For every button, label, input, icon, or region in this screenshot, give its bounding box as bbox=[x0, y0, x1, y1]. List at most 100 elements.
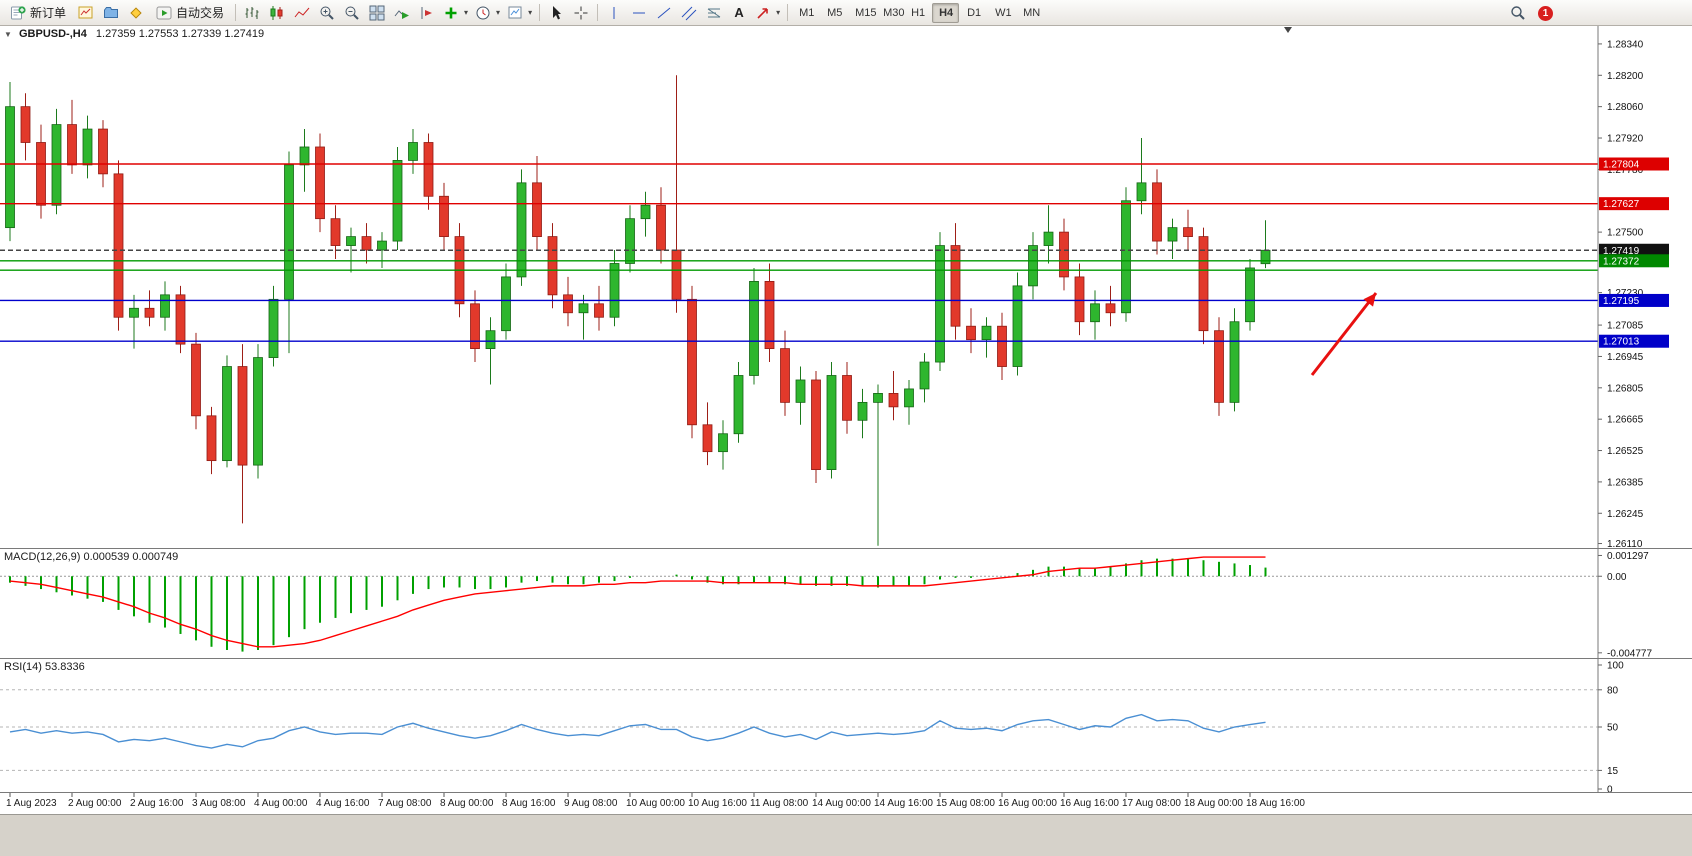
text-button[interactable]: A bbox=[727, 2, 751, 24]
toolbar-separator bbox=[787, 4, 789, 21]
timeframe-button-mn[interactable]: MN bbox=[1016, 3, 1043, 23]
tile-windows-icon bbox=[369, 5, 385, 21]
svg-text:50: 50 bbox=[1607, 723, 1619, 734]
window-background bbox=[0, 814, 1692, 856]
new-chart-button[interactable] bbox=[74, 2, 98, 24]
price-chart-canvas[interactable]: 1.283401.282001.280601.279201.277801.275… bbox=[0, 26, 1692, 550]
svg-text:1.28340: 1.28340 bbox=[1607, 39, 1644, 50]
rsi-indicator-value: 53.8336 bbox=[44, 661, 85, 673]
macd-panel: 0.001297 0.00 -0.004777 MACD(12,26,9) 0.00… bbox=[0, 549, 1692, 659]
time-axis-label: 1 Aug 2023 bbox=[6, 798, 57, 809]
trendline-button[interactable] bbox=[652, 2, 676, 24]
macd-indicator-values: 0.000539 0.000749 bbox=[83, 551, 179, 563]
svg-text:15: 15 bbox=[1607, 766, 1619, 777]
time-axis-label: 14 Aug 16:00 bbox=[874, 798, 933, 809]
svg-text:1.26245: 1.26245 bbox=[1607, 509, 1644, 520]
time-axis-label: 3 Aug 08:00 bbox=[192, 798, 246, 809]
svg-text:1.26665: 1.26665 bbox=[1607, 415, 1644, 426]
vertical-line-icon bbox=[606, 5, 622, 21]
toolbar-separator bbox=[539, 4, 541, 21]
templates-button[interactable]: ▾ bbox=[504, 2, 535, 24]
toolbar-right-group: 1 bbox=[1506, 2, 1553, 24]
cursor-button[interactable] bbox=[544, 2, 568, 24]
horizontal-line-button[interactable] bbox=[627, 2, 651, 24]
svg-text:0.00: 0.00 bbox=[1607, 572, 1627, 583]
timeframe-button-h1[interactable]: H1 bbox=[904, 3, 931, 23]
timeframe-button-d1[interactable]: D1 bbox=[960, 3, 987, 23]
rsi-panel: 100 80 50 15 0 RSI(14) 53.8336 bbox=[0, 659, 1692, 796]
bar-chart-button[interactable] bbox=[240, 2, 264, 24]
new-order-icon bbox=[10, 5, 26, 21]
svg-text:1.26525: 1.26525 bbox=[1607, 446, 1644, 457]
timeframe-button-m30[interactable]: M30 bbox=[876, 3, 904, 23]
timeframe-button-m5[interactable]: M5 bbox=[820, 3, 847, 23]
svg-text:80: 80 bbox=[1607, 685, 1619, 696]
svg-text:1.26385: 1.26385 bbox=[1607, 477, 1644, 488]
zoom-in-icon bbox=[319, 5, 335, 21]
zoom-in-button[interactable] bbox=[315, 2, 339, 24]
cursor-icon bbox=[548, 5, 564, 21]
macd-canvas[interactable]: 0.001297 0.00 -0.004777 bbox=[0, 549, 1692, 659]
notification-badge[interactable]: 1 bbox=[1538, 5, 1553, 21]
svg-text:1.26110: 1.26110 bbox=[1607, 539, 1643, 548]
text-tool-icon: A bbox=[734, 5, 744, 20]
svg-text:-0.004777: -0.004777 bbox=[1607, 648, 1652, 658]
svg-text:1.27627: 1.27627 bbox=[1603, 199, 1640, 210]
macd-indicator-label: MACD(12,26,9) bbox=[4, 551, 81, 563]
time-axis-label: 16 Aug 16:00 bbox=[1060, 798, 1119, 809]
time-axis-label: 18 Aug 00:00 bbox=[1184, 798, 1243, 809]
timeframe-button-w1[interactable]: W1 bbox=[988, 3, 1015, 23]
chart-window: 1.283401.282001.280601.279201.277801.275… bbox=[0, 26, 1692, 856]
template-icon bbox=[507, 5, 523, 21]
macd-header: MACD(12,26,9) 0.000539 0.000749 bbox=[4, 551, 178, 563]
periods-button[interactable]: ▾ bbox=[472, 2, 503, 24]
search-button[interactable] bbox=[1506, 2, 1530, 24]
svg-text:1.26945: 1.26945 bbox=[1607, 352, 1644, 363]
arrow-tool-icon bbox=[755, 5, 771, 21]
channel-button[interactable] bbox=[677, 2, 701, 24]
crosshair-button[interactable] bbox=[569, 2, 593, 24]
fibonacci-button[interactable] bbox=[702, 2, 726, 24]
profiles-button[interactable] bbox=[99, 2, 123, 24]
rsi-canvas[interactable]: 100 80 50 15 0 bbox=[0, 659, 1692, 796]
autotrading-button[interactable]: 自动交易 bbox=[149, 2, 231, 24]
chart-collapse-button[interactable]: ▼ bbox=[4, 30, 12, 39]
zoom-out-button[interactable] bbox=[340, 2, 364, 24]
auto-scroll-icon bbox=[394, 5, 410, 21]
timeframe-button-m1[interactable]: M1 bbox=[792, 3, 819, 23]
time-axis-label: 17 Aug 08:00 bbox=[1122, 798, 1181, 809]
candlestick-button[interactable] bbox=[265, 2, 289, 24]
svg-text:100: 100 bbox=[1607, 661, 1624, 672]
timeframe-button-h4[interactable]: H4 bbox=[932, 2, 960, 23]
timeframe-button-m15[interactable]: M15 bbox=[848, 3, 876, 23]
time-axis-label: 15 Aug 08:00 bbox=[936, 798, 995, 809]
svg-text:1.27085: 1.27085 bbox=[1607, 321, 1644, 332]
auto-scroll-button[interactable] bbox=[390, 2, 414, 24]
new-order-button[interactable]: 新订单 bbox=[3, 2, 73, 24]
line-chart-button[interactable] bbox=[290, 2, 314, 24]
arrows-button[interactable]: ▾ bbox=[752, 2, 783, 24]
toolbar-separator bbox=[235, 4, 237, 21]
trendline-icon bbox=[656, 5, 672, 21]
search-icon bbox=[1510, 5, 1526, 21]
svg-text:0.001297: 0.001297 bbox=[1607, 551, 1649, 562]
fibonacci-icon bbox=[706, 5, 722, 21]
autotrading-label: 自动交易 bbox=[176, 6, 225, 20]
toolbar-separator bbox=[597, 4, 599, 21]
time-axis[interactable]: 1 Aug 2023 2 Aug 00:00 2 Aug 16:00 3 Aug 08… bbox=[0, 793, 1692, 814]
svg-text:1.27500: 1.27500 bbox=[1607, 228, 1644, 239]
time-axis-label: 18 Aug 16:00 bbox=[1246, 798, 1305, 809]
metaeditor-button[interactable] bbox=[124, 2, 148, 24]
tile-windows-button[interactable] bbox=[365, 2, 389, 24]
indicators-button[interactable]: ▾ bbox=[440, 2, 471, 24]
time-axis-label: 10 Aug 00:00 bbox=[626, 798, 685, 809]
vertical-line-button[interactable] bbox=[602, 2, 626, 24]
svg-text:1.27804: 1.27804 bbox=[1603, 160, 1640, 171]
time-axis-label: 10 Aug 16:00 bbox=[688, 798, 747, 809]
time-axis-label: 14 Aug 00:00 bbox=[812, 798, 871, 809]
timeframe-toolbar: M1 M5 M15 M30 H1 H4 D1 W1 MN bbox=[792, 2, 1043, 23]
channel-icon bbox=[681, 5, 697, 21]
zoom-out-icon bbox=[344, 5, 360, 21]
chart-shift-button[interactable] bbox=[415, 2, 439, 24]
svg-text:1.28200: 1.28200 bbox=[1607, 71, 1644, 82]
